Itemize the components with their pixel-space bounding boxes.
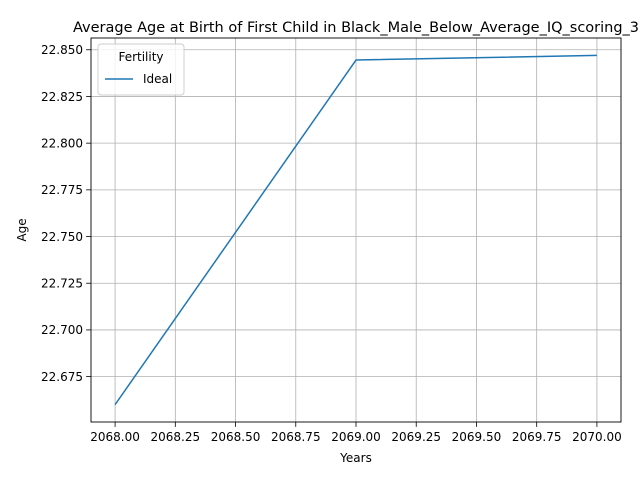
chart-title: Average Age at Birth of First Child in B… (73, 20, 639, 36)
y-tick-label: 22.675 (41, 370, 83, 384)
grid-lines (91, 38, 621, 422)
x-tick-label: 2069.00 (331, 430, 381, 444)
legend: Fertility Ideal (97, 43, 185, 96)
x-tick-label: 2069.75 (512, 430, 562, 444)
y-tick-label: 22.825 (41, 90, 83, 104)
y-tick-label: 22.725 (41, 277, 83, 291)
y-axis-label: Age (15, 218, 29, 241)
x-axis-ticks: 2068.00 2068.25 2068.50 2068.75 2069.00 2069.… (90, 422, 622, 444)
legend-label-ideal: Ideal (143, 72, 172, 86)
y-tick-label: 22.850 (41, 43, 83, 57)
x-tick-label: 2068.50 (211, 430, 261, 444)
series-line-ideal (114, 54, 597, 406)
y-tick-label: 22.700 (41, 323, 83, 337)
y-tick-label: 22.775 (41, 183, 83, 197)
x-tick-label: 2068.00 (90, 430, 140, 444)
y-tick-label: 22.750 (41, 230, 83, 244)
legend-box (97, 43, 185, 96)
x-tick-label: 2069.50 (452, 430, 502, 444)
x-tick-label: 2068.75 (271, 430, 321, 444)
x-axis-label: Years (339, 451, 372, 465)
x-tick-label: 2068.25 (151, 430, 201, 444)
x-tick-label: 2069.25 (391, 430, 441, 444)
y-tick-label: 22.800 (41, 136, 83, 150)
legend-title: Fertility (118, 50, 163, 64)
series-lines (114, 54, 597, 406)
x-tick-label: 2070.00 (572, 430, 622, 444)
y-axis-ticks: 22.675 22.700 22.725 22.750 22.775 22.800 22.8… (41, 43, 91, 384)
